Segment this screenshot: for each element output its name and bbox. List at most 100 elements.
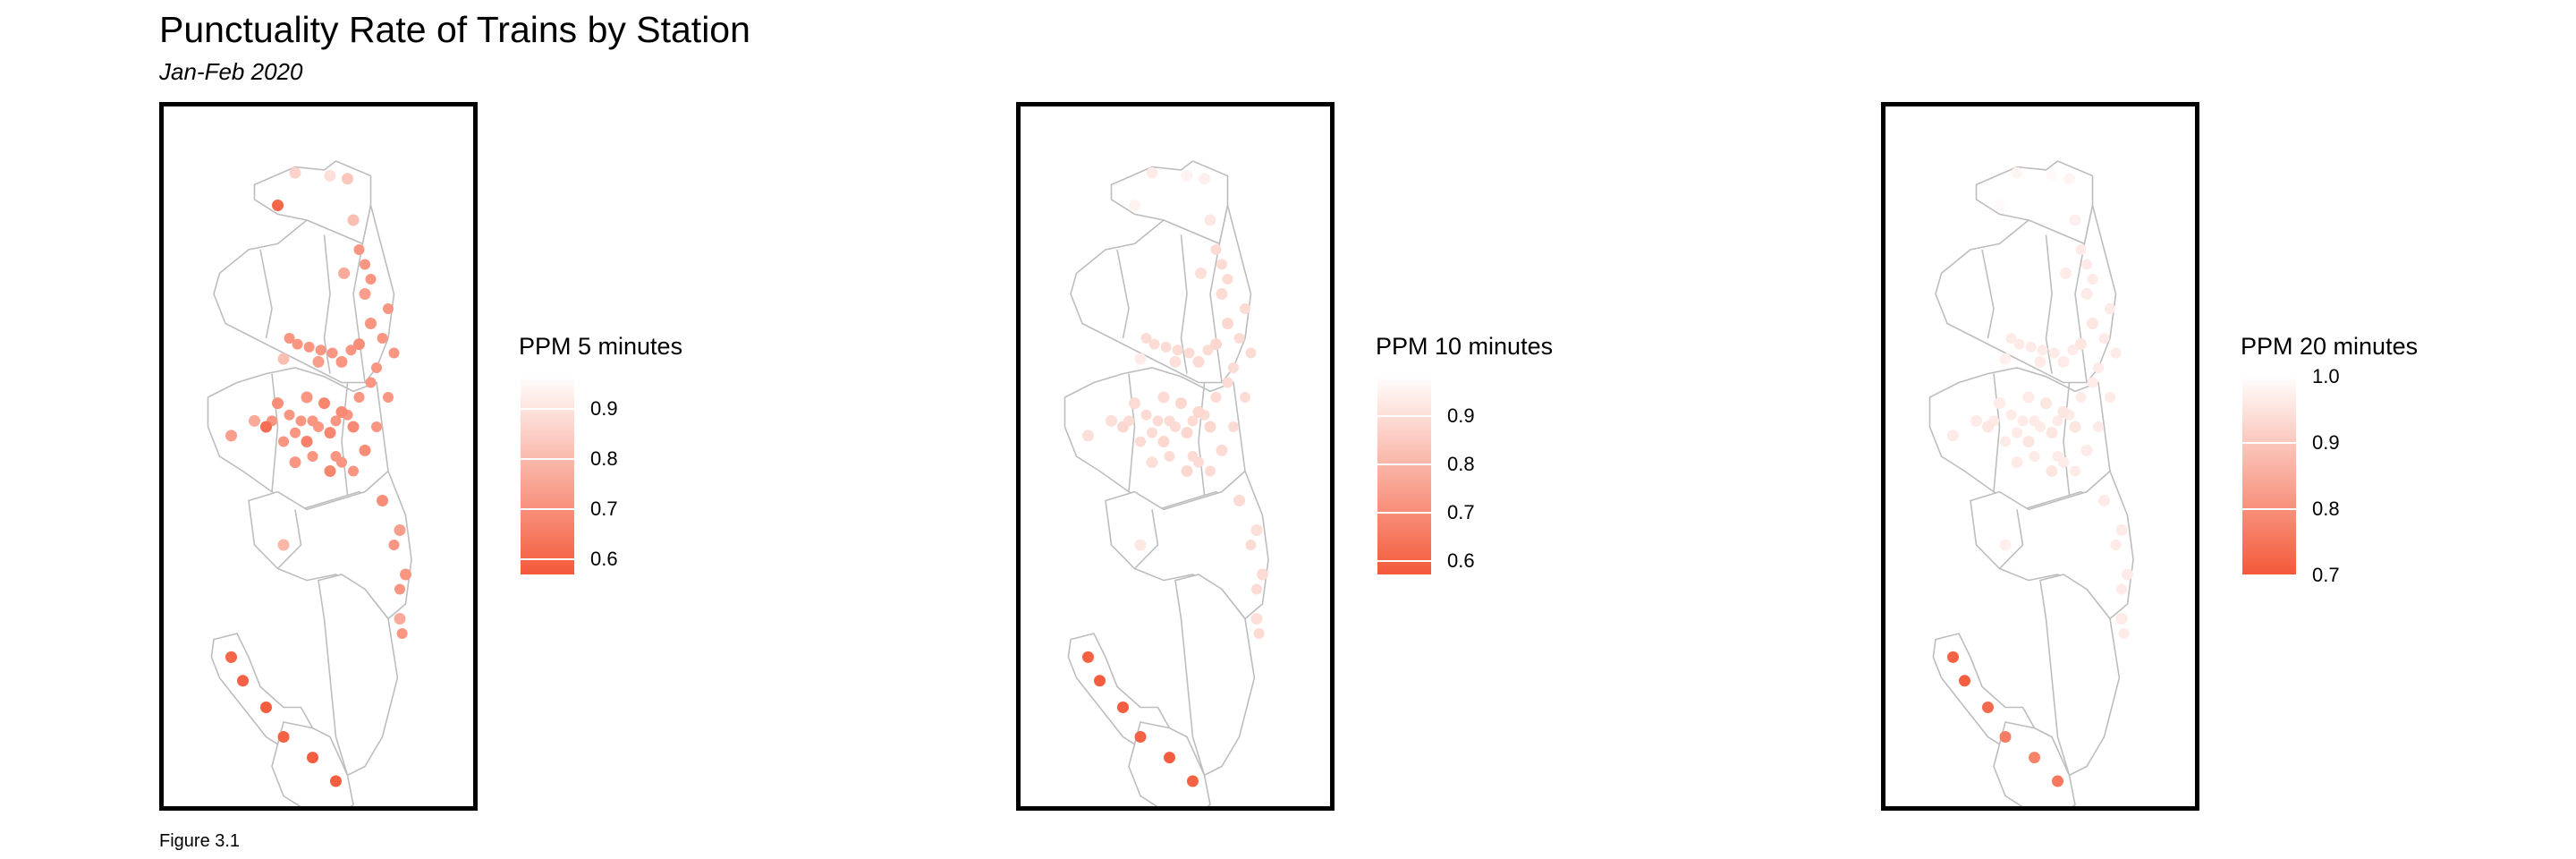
station-point <box>324 465 336 477</box>
station-dot <box>396 628 408 639</box>
station-dot <box>330 451 342 462</box>
legend-colorbar <box>521 376 574 574</box>
station-dot <box>2005 333 2017 344</box>
station-point <box>2069 421 2081 433</box>
station-point <box>1994 200 2005 211</box>
station-dot <box>284 409 295 421</box>
station-dot <box>365 274 377 285</box>
station-point <box>1134 353 1147 365</box>
station-point <box>1204 421 1216 433</box>
station-dot <box>307 451 318 462</box>
station-point <box>2057 406 2070 418</box>
legend-tick-label: 0.7 <box>590 498 618 520</box>
station-dot <box>1187 415 1199 427</box>
station-dot <box>348 465 359 477</box>
region-boundary <box>2039 574 2121 777</box>
legend-tick-label: 0.8 <box>590 447 618 470</box>
station-point <box>1175 397 1187 410</box>
legend-ppm20: PPM 20 minutes 1.0 0.9 0.8 0.7 <box>2241 333 2473 601</box>
station-point <box>1999 539 2012 551</box>
station-dot <box>1222 274 1233 285</box>
station-dot <box>1148 338 1160 350</box>
station-dot <box>2000 436 2011 447</box>
station-point <box>301 436 313 447</box>
station-point <box>1192 406 1205 418</box>
legend-tick-label: 0.6 <box>590 548 618 570</box>
figure-caption: Figure 3.1 <box>159 831 241 851</box>
region-boundary <box>1198 382 1206 495</box>
legend-tick-mark <box>2242 574 2296 576</box>
station-dot <box>2029 451 2040 462</box>
station-point <box>1181 170 1193 182</box>
station-dot <box>1251 583 1262 595</box>
station-point <box>338 267 351 279</box>
station-point <box>2011 166 2023 179</box>
station-point <box>1134 539 1147 551</box>
station-dot <box>2081 259 2092 270</box>
station-point <box>365 318 377 329</box>
legend-title: PPM 5 minutes <box>519 333 683 360</box>
station-point <box>2022 391 2035 404</box>
legend-tick-label: 0.9 <box>1447 404 1475 427</box>
region-boundary <box>1128 373 1136 492</box>
station-point <box>2080 288 2093 300</box>
station-dot <box>303 341 315 353</box>
station-point <box>394 613 406 625</box>
legend-tick-mark <box>2242 508 2296 510</box>
station-dot <box>2116 583 2127 595</box>
station-point <box>1094 675 1106 687</box>
region-boundary <box>1105 470 1269 620</box>
station-dot <box>2025 341 2037 353</box>
station-dot <box>2048 347 2060 359</box>
station-dot <box>2110 540 2122 550</box>
legend-tick-mark <box>521 558 574 560</box>
station-dot <box>353 244 365 255</box>
station-point <box>2046 170 2058 182</box>
station-point <box>289 166 301 179</box>
station-point <box>2046 465 2058 477</box>
map-panel-ppm5 <box>159 102 478 811</box>
region-boundary <box>1174 574 1256 777</box>
legend-tick-mark <box>1377 415 1431 417</box>
station-dot <box>1187 451 1199 462</box>
region-boundary <box>213 205 395 384</box>
station-point <box>2057 355 2070 368</box>
station-point <box>2115 524 2128 536</box>
legend-tick-label: 0.8 <box>1447 453 1475 475</box>
region-boundary <box>1116 249 1130 339</box>
region-boundary <box>259 249 273 339</box>
station-dot <box>2012 427 2022 438</box>
station-point <box>2115 613 2128 625</box>
station-dot <box>1216 259 1227 270</box>
station-point <box>1169 355 1182 368</box>
station-point <box>1947 651 1959 663</box>
legend-ppm5: PPM 5 minutes 0.9 0.8 0.7 0.6 <box>519 333 751 601</box>
station-dot <box>326 347 338 359</box>
legend-colorbar <box>1377 376 1431 574</box>
station-point <box>1999 731 2012 743</box>
station-point <box>1982 421 1994 433</box>
region-boundary <box>1180 234 1188 374</box>
station-point <box>225 651 237 663</box>
station-dot <box>2070 465 2080 477</box>
legend-tick-mark <box>2242 376 2296 378</box>
station-point <box>2040 397 2052 410</box>
map-panel-ppm10 <box>1016 102 1335 811</box>
station-point <box>2060 267 2072 279</box>
station-dot <box>365 377 377 388</box>
station-point <box>2029 752 2040 764</box>
station-point <box>377 495 388 506</box>
station-point <box>353 338 365 351</box>
region-boundary <box>248 470 412 620</box>
station-point <box>359 444 371 456</box>
station-dot <box>2067 344 2079 356</box>
station-point <box>1970 414 1982 427</box>
station-point <box>277 539 290 551</box>
station-dot <box>1172 344 1183 356</box>
station-point <box>324 427 336 439</box>
station-dot <box>2093 421 2104 432</box>
station-point <box>1233 495 1245 506</box>
station-dot <box>383 392 394 403</box>
legend-colorbar <box>2242 376 2296 574</box>
station-dot <box>315 344 326 356</box>
